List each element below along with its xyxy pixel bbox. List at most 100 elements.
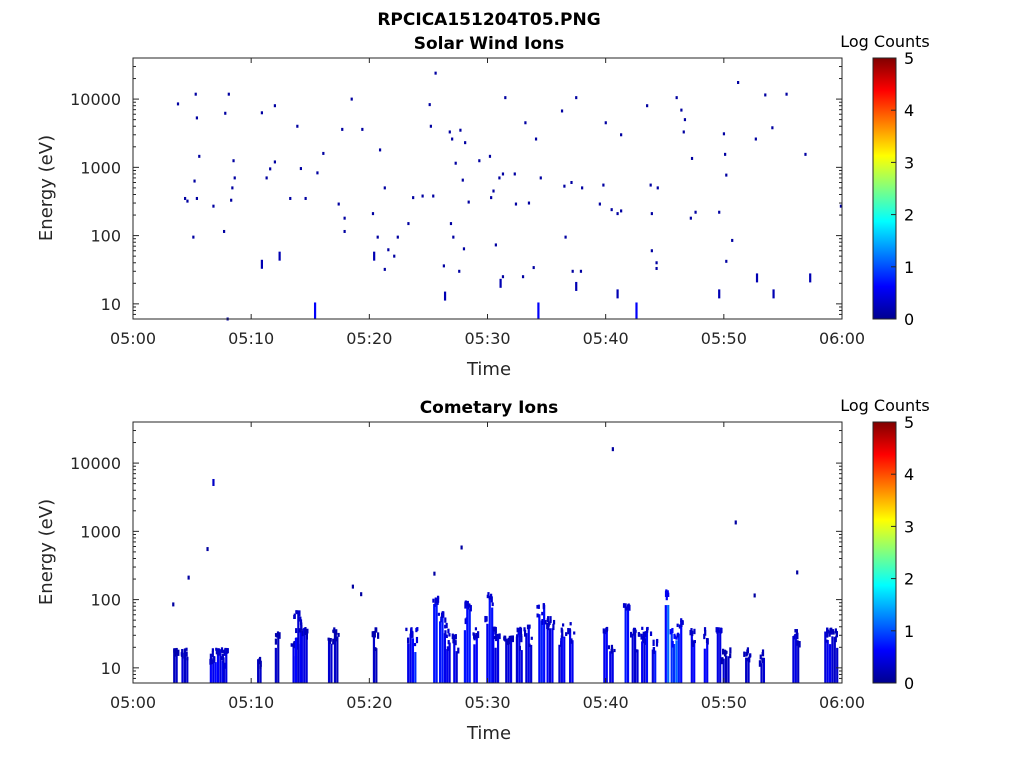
data-pixel	[186, 656, 189, 661]
data-pixel	[498, 176, 501, 180]
data-pixel	[523, 627, 526, 632]
data-pixel	[673, 643, 676, 683]
data-pixel	[689, 629, 692, 636]
data-pixel	[183, 196, 187, 200]
data-pixel	[743, 651, 746, 657]
data-pixel	[563, 184, 566, 188]
data-pixel	[737, 81, 740, 85]
data-pixel	[762, 657, 766, 683]
colorbar-tick-label: 4	[904, 101, 914, 120]
data-pixel	[508, 635, 511, 641]
data-pixel	[396, 235, 399, 239]
data-pixel	[538, 614, 541, 683]
data-pixel	[602, 628, 605, 634]
data-pixel	[627, 604, 630, 609]
data-pixel	[537, 604, 540, 609]
data-pixel	[703, 627, 707, 632]
data-pixel	[269, 167, 272, 171]
data-pixel	[598, 202, 601, 206]
data-pixel	[305, 634, 308, 683]
colorbar-ticks-solar-wind: 0 1 2 3 4 5	[891, 49, 914, 329]
data-pixel	[530, 636, 533, 640]
data-pixel	[474, 627, 478, 631]
data-pixel	[289, 196, 292, 200]
x-tick-label: 05:40	[583, 329, 629, 348]
data-pixel	[313, 302, 317, 319]
data-pixel	[575, 281, 578, 291]
data-pixel	[524, 629, 527, 637]
data-pixel	[760, 663, 763, 683]
data-pixel	[467, 605, 470, 610]
data-pixel	[343, 216, 346, 220]
data-pixel	[504, 96, 507, 100]
data-pixel	[462, 247, 466, 251]
data-pixel	[496, 635, 500, 683]
data-pixel	[719, 627, 722, 634]
data-pixel	[507, 640, 510, 645]
data-pixel	[719, 629, 722, 683]
data-pixel	[748, 656, 751, 663]
data-pixel	[393, 254, 396, 258]
colorbar-tick-label: 4	[904, 465, 914, 484]
data-pixel	[454, 634, 457, 640]
data-pixel	[520, 634, 523, 638]
data-pixel	[488, 154, 492, 158]
data-pixel	[646, 626, 649, 631]
data-pixel	[334, 635, 337, 642]
data-pixel	[337, 202, 340, 206]
data-pixel	[579, 269, 583, 273]
data-pixel	[383, 186, 386, 190]
data-pixel	[507, 641, 510, 683]
data-pixel	[729, 653, 732, 659]
data-pixel	[195, 116, 199, 120]
y-axis-label-solar-wind: Energy (eV)	[36, 135, 57, 241]
data-pixel	[622, 603, 626, 608]
data-pixel	[444, 624, 447, 629]
data-pixel	[603, 629, 606, 683]
data-pixel	[406, 637, 410, 644]
data-pixel	[796, 632, 799, 640]
data-pixel	[227, 92, 230, 96]
colorbar-cometary: Log Counts 0 1 2 3 4 5	[840, 396, 930, 693]
data-pixel	[570, 638, 573, 644]
data-pixel	[727, 656, 730, 683]
data-pixel	[360, 592, 363, 597]
data-pixel	[537, 302, 540, 319]
data-pixel	[492, 189, 495, 193]
data-pixel	[611, 447, 614, 452]
data-pixel	[565, 632, 568, 636]
data-pixel	[299, 628, 302, 683]
data-pixel	[609, 651, 612, 683]
data-pixel	[509, 635, 513, 683]
data-pixel	[536, 605, 539, 609]
data-pixel	[375, 648, 378, 683]
data-pixel	[215, 648, 218, 655]
data-pixel	[605, 626, 609, 631]
data-pixel	[564, 235, 567, 239]
colorbar-frame-solar-wind	[872, 57, 897, 320]
data-pixel	[551, 628, 554, 683]
data-pixel	[336, 636, 339, 683]
data-pixel	[831, 636, 834, 683]
data-pixel	[634, 629, 637, 633]
data-pixel	[212, 204, 215, 208]
data-pixel	[432, 194, 435, 198]
x-tick-label: 06:00	[819, 693, 865, 712]
data-pixel	[221, 650, 225, 654]
data-pixel	[581, 186, 584, 190]
data-pixel	[753, 593, 756, 598]
data-pixel	[181, 652, 184, 659]
data-pixel	[451, 137, 454, 141]
data-pixel	[434, 602, 437, 607]
data-pixel	[222, 229, 226, 233]
data-pixel	[721, 648, 725, 655]
data-pixel	[214, 662, 217, 683]
data-pixel	[454, 640, 457, 646]
data-pixel	[209, 658, 212, 665]
data-pixel	[467, 200, 470, 204]
data-pixel	[478, 159, 481, 163]
data-pixel	[536, 613, 539, 618]
data-pixel	[691, 639, 694, 646]
data-pixel	[670, 629, 673, 683]
data-marks-cometary	[172, 447, 839, 683]
